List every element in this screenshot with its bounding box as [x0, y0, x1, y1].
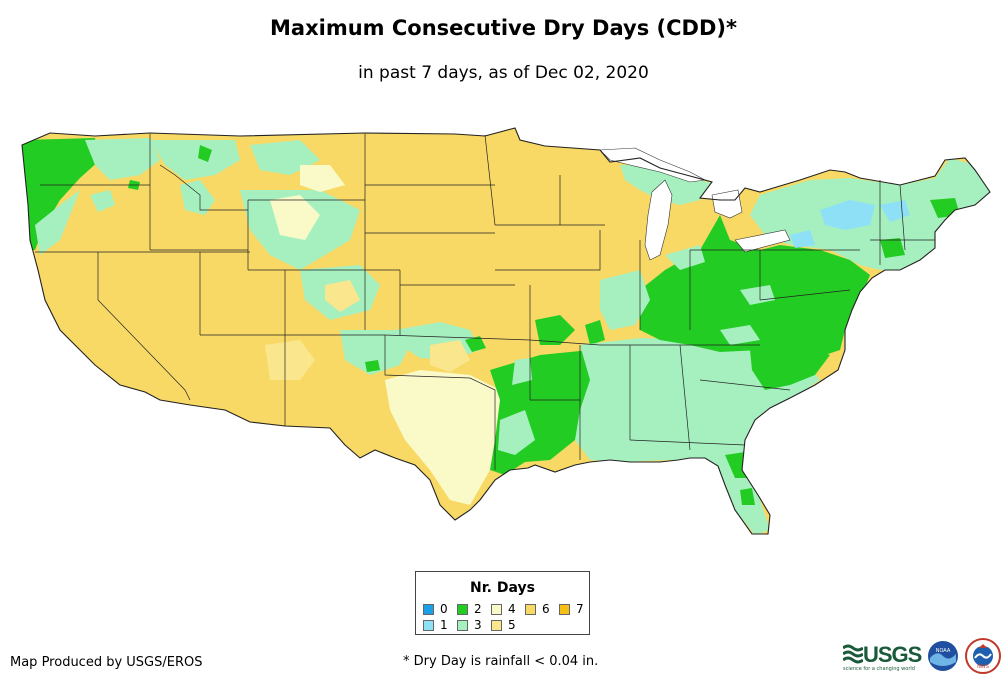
- legend-item-7: 7: [559, 602, 584, 616]
- usgs-logo: USGS: [863, 642, 922, 667]
- noaa-logo-icon: NOAA: [928, 641, 958, 671]
- legend-swatch: [423, 619, 434, 631]
- map-subtitle: in past 7 days, as of Dec 02, 2020: [358, 63, 649, 83]
- legend-swatch: [423, 603, 434, 615]
- agency-logos: USGS science for a changing world NOAA N…: [843, 638, 1003, 678]
- legend-label: 5: [508, 618, 516, 632]
- legend-title: Nr. Days: [470, 580, 535, 596]
- legend-item-0: 0: [423, 602, 448, 616]
- usgs-tagline: science for a changing world: [843, 666, 915, 672]
- nws-logo-text: NWS: [977, 664, 989, 670]
- legend-label: 3: [474, 618, 482, 632]
- legend-item-3: 3: [457, 618, 482, 632]
- legend-swatch: [559, 603, 570, 615]
- legend-item-5: 5: [491, 618, 516, 632]
- legend-item-1: 1: [423, 618, 448, 632]
- nws-logo-icon: NWS: [965, 638, 1001, 674]
- legend-swatch: [457, 603, 468, 615]
- legend-label: 4: [508, 602, 516, 616]
- legend-label: 7: [576, 602, 584, 616]
- noaa-logo-text: NOAA: [936, 648, 951, 654]
- dry-day-footnote: * Dry Day is rainfall < 0.04 in.: [403, 654, 599, 669]
- legend-label: 2: [474, 602, 482, 616]
- legend-swatch: [457, 619, 468, 631]
- legend: Nr. Days 0 1 2 3 4 5 6 7: [415, 571, 590, 635]
- legend-swatch: [491, 603, 502, 615]
- legend-item-2: 2: [457, 602, 482, 616]
- legend-item-4: 4: [491, 602, 516, 616]
- map-title: Maximum Consecutive Dry Days (CDD)*: [270, 16, 737, 40]
- legend-label: 6: [542, 602, 550, 616]
- legend-swatch: [491, 619, 502, 631]
- legend-label: 0: [440, 602, 448, 616]
- legend-swatch: [525, 603, 536, 615]
- legend-item-6: 6: [525, 602, 550, 616]
- legend-label: 1: [440, 618, 448, 632]
- map-credit: Map Produced by USGS/EROS: [10, 655, 203, 670]
- usgs-wave-icon: [843, 644, 863, 664]
